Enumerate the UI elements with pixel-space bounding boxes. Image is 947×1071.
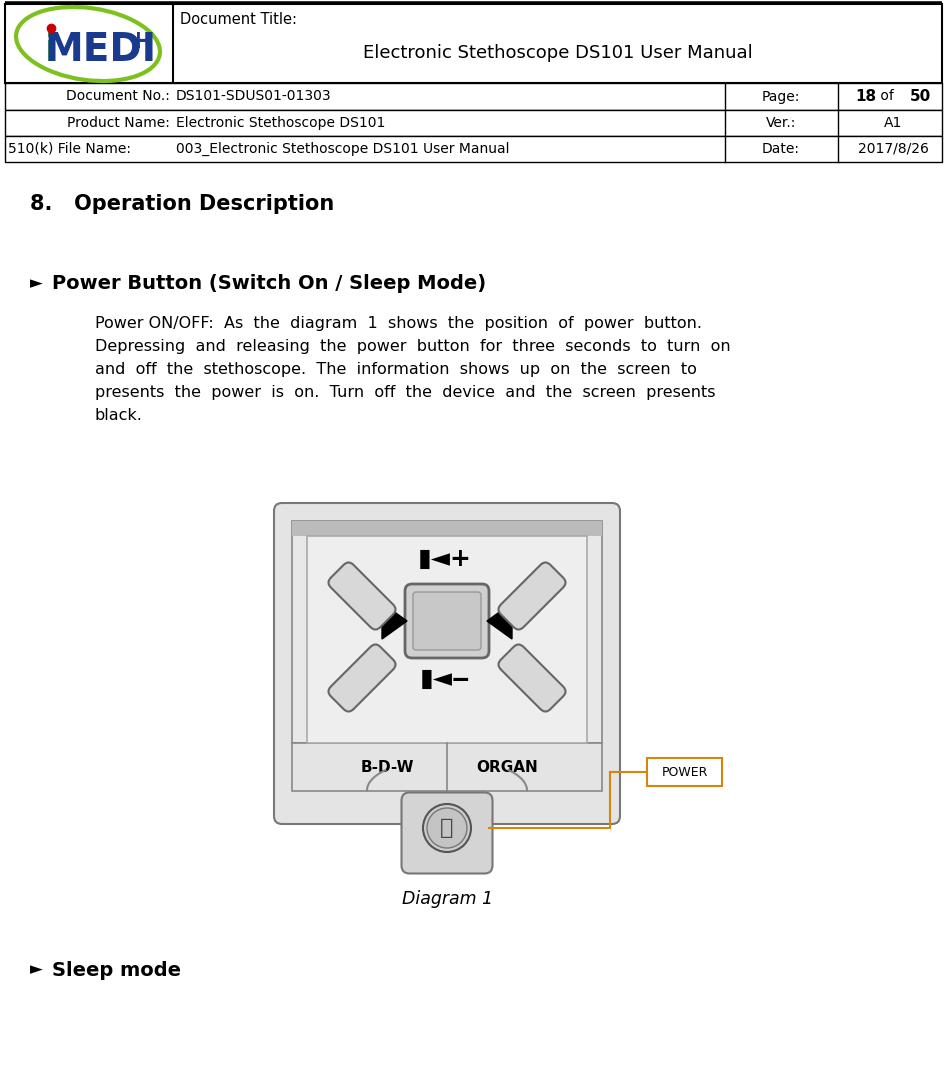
Text: A1: A1 [884,116,902,130]
Bar [292,521,602,536]
Text: and  off  the  stethoscope.  The  information  shows  up  on  the  screen  to: and off the stethoscope. The information… [95,362,697,377]
Text: ⏻: ⏻ [440,818,454,838]
Text: black.: black. [95,408,143,423]
Text: Diagram 1: Diagram 1 [402,890,492,908]
Text: ▮◄‒: ▮◄‒ [420,667,471,691]
Text: Product Name:: Product Name: [67,116,170,130]
Text: B-D-W: B-D-W [360,759,414,774]
Text: Electronic Stethoscope DS101: Electronic Stethoscope DS101 [176,116,385,130]
Text: Power ON/OFF:  As  the  diagram  1  shows  the  position  of  power  button.: Power ON/OFF: As the diagram 1 shows the… [95,316,702,331]
FancyBboxPatch shape [498,562,565,630]
FancyBboxPatch shape [413,592,481,650]
Text: 8.   Operation Description: 8. Operation Description [30,194,334,214]
Text: ►: ► [30,274,43,292]
Polygon shape [487,603,512,639]
FancyBboxPatch shape [274,503,620,824]
Text: Ver.:: Ver.: [766,116,796,130]
FancyBboxPatch shape [329,645,396,711]
Text: i: i [45,31,58,69]
Text: POWER: POWER [661,766,707,779]
Text: ▮◄+: ▮◄+ [418,547,472,571]
Text: 18: 18 [855,89,876,104]
Text: Document No.:: Document No.: [66,90,170,104]
Text: Depressing  and  releasing  the  power  button  for  three  seconds  to  turn  o: Depressing and releasing the power butto… [95,340,731,355]
Bar [5,82,942,110]
Text: of: of [876,90,899,104]
Text: Sleep mode: Sleep mode [52,961,181,980]
Bar [292,743,602,791]
Circle shape [427,808,467,848]
Bar [5,136,942,162]
FancyBboxPatch shape [329,562,396,630]
Bar [5,4,942,82]
Bar [292,521,602,743]
Text: Electronic Stethoscope DS101 User Manual: Electronic Stethoscope DS101 User Manual [363,44,753,62]
Text: Page:: Page: [761,90,800,104]
Text: ORGAN: ORGAN [476,759,538,774]
Circle shape [423,804,471,853]
Bar [307,536,587,743]
FancyBboxPatch shape [405,584,489,658]
Text: DS101-SDUS01-01303: DS101-SDUS01-01303 [176,90,331,104]
Bar [5,110,942,136]
FancyBboxPatch shape [498,645,565,711]
Text: Date:: Date: [762,142,800,156]
Text: +: + [128,29,149,52]
Text: 510(k) File Name:: 510(k) File Name: [8,142,131,156]
Bar [647,758,722,786]
Text: 003_Electronic Stethoscope DS101 User Manual: 003_Electronic Stethoscope DS101 User Ma… [176,142,509,156]
Text: ►: ► [30,961,43,979]
Text: Document Title:: Document Title: [180,12,297,27]
FancyBboxPatch shape [402,793,492,874]
Text: 2017/8/26: 2017/8/26 [858,142,928,156]
Text: 50: 50 [910,89,931,104]
Text: presents  the  power  is  on.  Turn  off  the  device  and  the  screen  present: presents the power is on. Turn off the d… [95,384,716,399]
Polygon shape [382,603,407,639]
Text: MEDI: MEDI [44,31,156,69]
Text: Power Button (Switch On / Sleep Mode): Power Button (Switch On / Sleep Mode) [52,274,486,293]
